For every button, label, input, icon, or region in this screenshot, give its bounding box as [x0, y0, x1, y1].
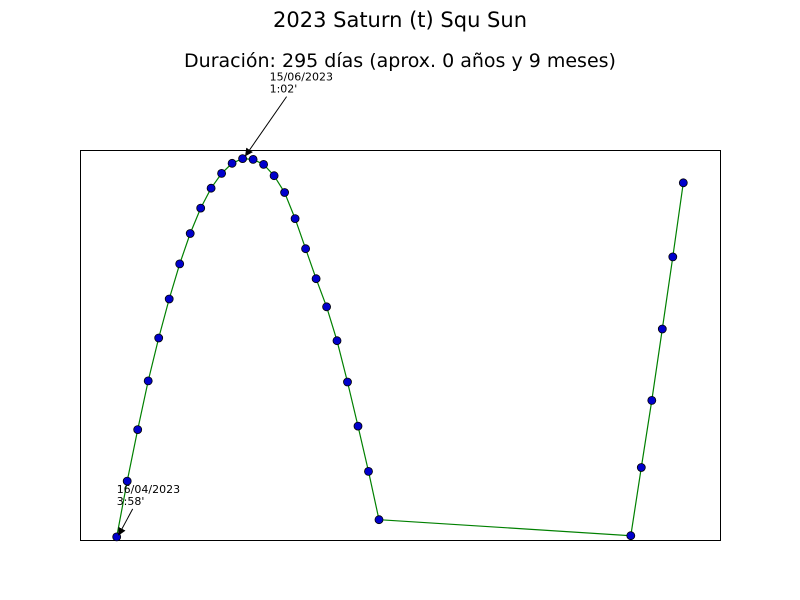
data-point [259, 159, 269, 169]
data-point [657, 324, 667, 334]
data-point [227, 158, 237, 168]
data-point [322, 302, 332, 312]
series-layer [112, 154, 688, 542]
annotation-arrow [118, 508, 134, 536]
annotation-time: 3:58' [117, 495, 145, 508]
data-point [353, 421, 363, 431]
data-point [332, 336, 342, 346]
data-point [678, 178, 688, 188]
data-point [374, 515, 384, 525]
data-point [343, 377, 352, 387]
data-point [647, 395, 657, 405]
annotation-date: 16/04/2023 [117, 483, 180, 496]
data-point [626, 531, 636, 541]
data-point [175, 259, 185, 269]
data-point [636, 463, 646, 472]
data-point [269, 171, 279, 181]
data-point [217, 168, 227, 178]
annotation-arrow [245, 96, 288, 157]
data-point [196, 203, 206, 213]
chart-title: 2023 Saturn (t) Squ Sun [273, 8, 527, 32]
data-point [133, 425, 143, 435]
annotation-date: 15/06/2023 [270, 71, 333, 84]
data-point [290, 214, 300, 224]
data-point [206, 183, 216, 193]
data-point [301, 244, 311, 254]
data-point [154, 333, 164, 343]
data-point [364, 466, 373, 476]
data-point [164, 294, 174, 304]
data-point [668, 252, 678, 262]
plot-frame [80, 150, 721, 541]
data-point [185, 229, 195, 238]
annotation-time: 1:02' [270, 83, 298, 96]
series-line [116, 157, 684, 538]
data-point [280, 188, 290, 197]
chart-subtitle: Duración: 295 días (aprox. 0 años y 9 me… [184, 50, 616, 72]
data-point [122, 476, 132, 486]
data-point [143, 376, 153, 386]
data-point [248, 154, 258, 164]
data-point [311, 274, 321, 284]
data-point [238, 154, 248, 164]
